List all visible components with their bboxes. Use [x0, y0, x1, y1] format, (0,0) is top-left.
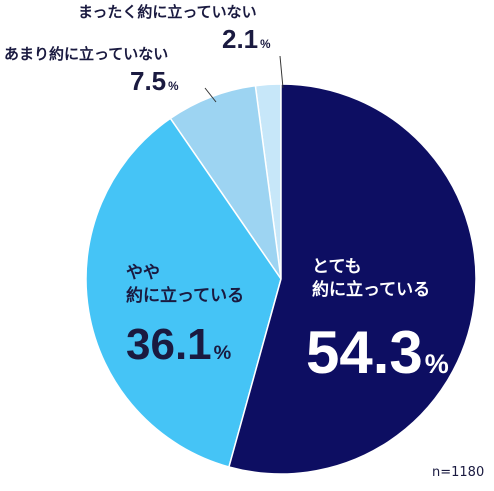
- slice-label: やや 約に立っている: [126, 263, 245, 306]
- value-label: 54.3%: [306, 319, 449, 386]
- slice-label: あまり約に立っていない: [4, 45, 169, 63]
- pie-slice: [85, 117, 282, 468]
- slice-label: とても 約に立っている: [312, 257, 431, 300]
- pie-slice: [228, 83, 477, 475]
- value-label: 2.1%: [222, 24, 271, 54]
- leader-line: [204, 87, 217, 103]
- value-label: 36.1%: [126, 320, 232, 369]
- value-label: 7.5%: [130, 66, 179, 96]
- leader-line: [279, 55, 284, 89]
- slice-label: まったく約に立っていない: [78, 3, 257, 21]
- annotation: n=1180: [432, 465, 485, 480]
